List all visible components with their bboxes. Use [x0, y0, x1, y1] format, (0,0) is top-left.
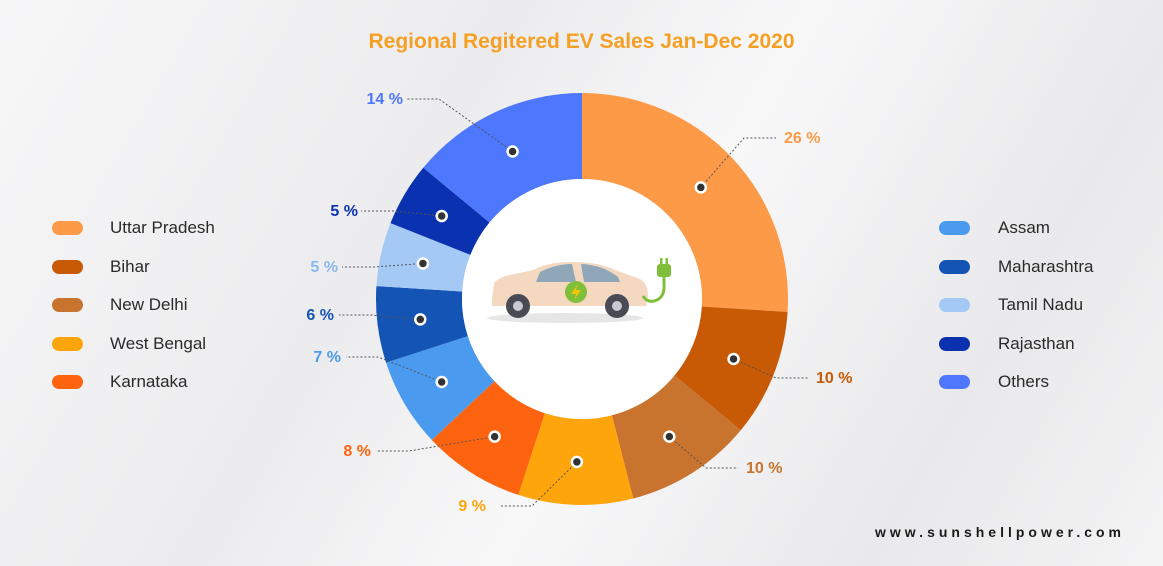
legend-label: Others: [998, 372, 1050, 392]
leader-line: [700, 137, 776, 188]
legend-label: Karnataka: [110, 372, 188, 392]
slice-marker-dot: [694, 181, 708, 194]
value-label: 10 %: [816, 370, 852, 387]
donut-slice-uttar-pradesh: [582, 93, 788, 312]
slice-marker-dot: [416, 257, 430, 270]
legend-item: Bihar: [52, 248, 215, 287]
legend-swatch: [939, 259, 970, 274]
value-label: 10 %: [746, 460, 782, 477]
legend-swatch: [939, 336, 970, 351]
legend-item: Tamil Nadu: [939, 286, 1093, 325]
value-labels: 26 % 10 % 10 % 9 % 8 % 7 % 6 % 5 % 5 % 14 %: [306, 91, 852, 515]
car-icon: [487, 262, 648, 323]
legend-item: West Bengal: [52, 325, 215, 364]
legend-label: Maharashtra: [998, 256, 1094, 276]
legend-item: Assam: [939, 209, 1093, 248]
value-label: 8 %: [343, 443, 371, 460]
slice-marker-dot: [663, 430, 676, 443]
website-url: www.sunshellpower.com: [875, 524, 1125, 540]
leader-line: [339, 314, 421, 320]
legend-right: Assam Maharashtra Tamil Nadu Rajasthan O…: [939, 209, 1093, 402]
value-label: 5 %: [330, 203, 358, 220]
donut-slice-karnataka: [431, 381, 545, 495]
legend-label: West Bengal: [110, 333, 207, 353]
legend-swatch: [52, 298, 83, 313]
legend-item: Uttar Pradesh: [52, 209, 215, 248]
legend-swatch: [939, 221, 970, 236]
slice-marker-dot: [570, 455, 584, 469]
leader-lines: [339, 98, 808, 507]
leader-line: [361, 210, 442, 217]
legend-item: Rajasthan: [939, 325, 1093, 364]
leader-line: [669, 436, 738, 469]
slice-marker-dot: [506, 145, 519, 158]
value-label: 6 %: [306, 307, 334, 324]
chart-title: Regional Regitered EV Sales Jan-Dec 2020: [368, 30, 795, 53]
legend-item: Others: [939, 363, 1093, 402]
leader-line: [500, 461, 578, 507]
donut-slice-new-delhi: [611, 375, 741, 499]
slice-marker-dot: [727, 352, 740, 366]
legend-swatch: [939, 298, 970, 313]
legend-label: Uttar Pradesh: [110, 218, 215, 238]
slice-marker-dot: [435, 375, 448, 389]
legend-swatch: [52, 336, 83, 351]
leader-line: [346, 356, 442, 383]
leader-line: [342, 262, 423, 268]
slice-marker-dot: [414, 313, 427, 326]
legend-label: Rajasthan: [998, 333, 1075, 353]
value-label: 7 %: [313, 349, 341, 366]
value-label: 14 %: [367, 91, 403, 108]
legend-swatch: [52, 375, 83, 390]
legend-label: Tamil Nadu: [998, 295, 1084, 315]
slice-marker-dot: [488, 430, 501, 443]
value-label: 26 %: [784, 130, 820, 147]
donut-slice-others: [423, 93, 582, 223]
donut-slice-bihar: [674, 306, 788, 431]
legend-label: Assam: [998, 218, 1050, 238]
slice-marker-dot: [435, 209, 448, 223]
center-illustration: [462, 179, 702, 419]
legend-label: New Delhi: [110, 295, 188, 315]
legend-item: Karnataka: [52, 363, 215, 402]
legend-swatch: [939, 375, 970, 390]
legend-item: New Delhi: [52, 286, 215, 325]
leader-line: [377, 436, 495, 452]
value-label: 5 %: [310, 259, 338, 276]
legend-swatch: [52, 221, 83, 236]
legend-left: Uttar Pradesh Bihar New Delhi West Benga…: [52, 209, 215, 402]
legend-label: Bihar: [110, 256, 150, 276]
charging-plug-icon: [641, 258, 671, 303]
value-label: 9 %: [458, 498, 486, 515]
legend-item: Maharashtra: [939, 248, 1093, 287]
legend-swatch: [52, 259, 83, 274]
